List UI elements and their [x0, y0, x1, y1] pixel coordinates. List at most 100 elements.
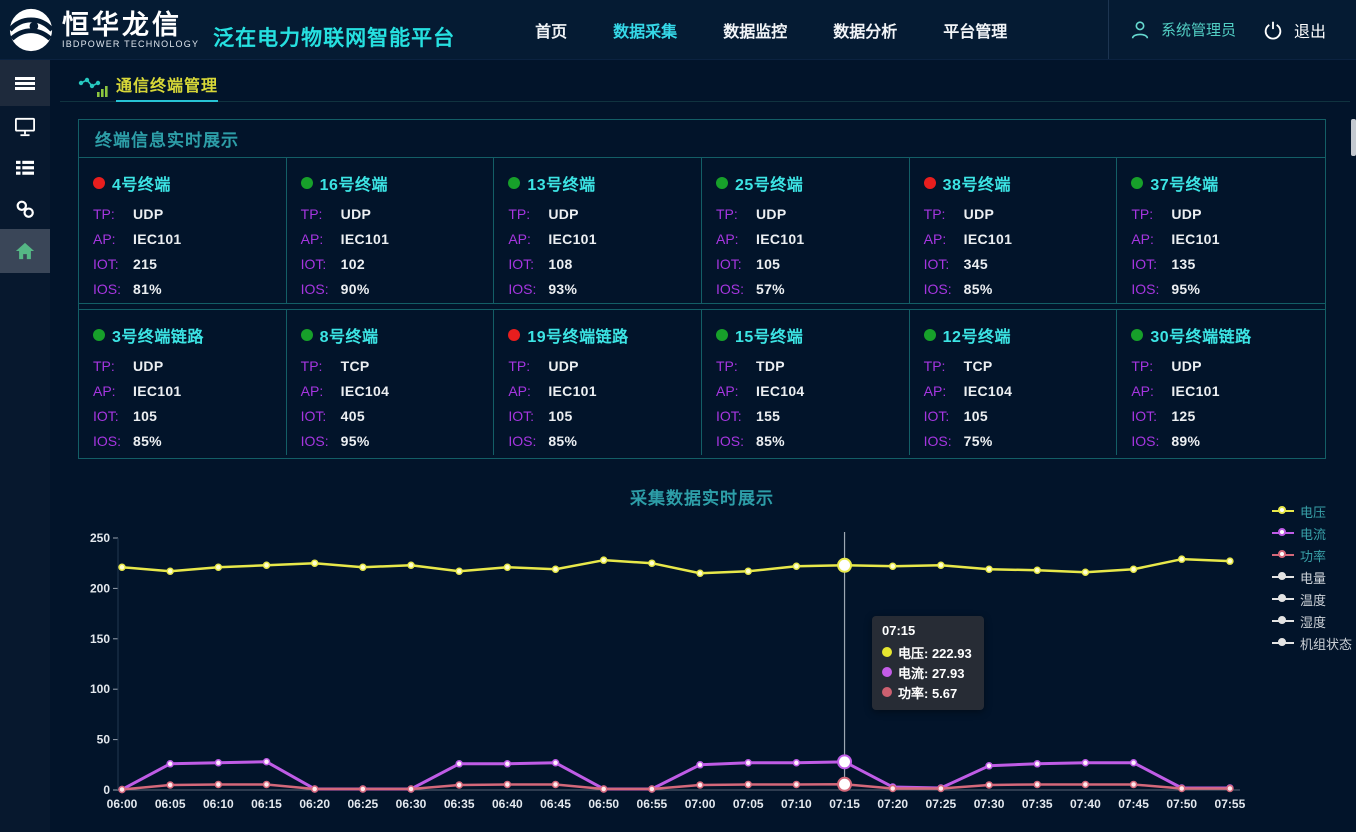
status-dot	[508, 177, 521, 189]
svg-text:07:35: 07:35	[1022, 797, 1053, 811]
field-value: 95%	[1171, 281, 1201, 297]
field-ios: IOS: 89%	[1131, 429, 1325, 454]
legend-item[interactable]: 湿度	[1271, 610, 1352, 632]
field-label: IOT:	[1131, 408, 1157, 424]
scrollbar-thumb[interactable]	[1351, 119, 1356, 156]
company-logo-icon	[8, 8, 54, 51]
tooltip-time: 07:15	[882, 623, 916, 638]
field-label: AP:	[300, 383, 324, 399]
terminal-card-head: 19号终端链路	[508, 323, 701, 347]
terminal-card: 4号终端 TP: UDP AP: IEC101 IOT: 215 IOS: 81%	[79, 158, 287, 303]
legend-item[interactable]: 电流	[1271, 522, 1352, 544]
nav-item-1[interactable]: 数据采集	[613, 23, 678, 41]
logo-en: IBDPOWER TECHNOLOGY	[62, 38, 200, 49]
field-label: IOT:	[716, 256, 742, 272]
field-ap: AP: IEC101	[508, 379, 701, 404]
field-value: 85%	[133, 433, 162, 449]
sidebar-item-list[interactable]	[0, 147, 50, 188]
field-value: 75%	[963, 433, 993, 449]
field-value: 102	[340, 256, 365, 272]
tooltip-row: 功率: 5.67	[882, 682, 972, 702]
status-dot	[93, 177, 105, 189]
field-value: 90%	[340, 281, 370, 297]
svg-text:07:05: 07:05	[733, 797, 764, 811]
legend-item[interactable]: 温度	[1271, 588, 1352, 610]
field-label: AP:	[716, 383, 739, 399]
link-icon	[16, 200, 34, 218]
legend-item[interactable]: 电量	[1271, 566, 1352, 588]
field-label: TP:	[93, 358, 115, 374]
user-name[interactable]: 系统管理员	[1160, 22, 1236, 39]
terminal-card: 13号终端 TP: UDP AP: IEC101 IOT: 108 IOS: 93%	[494, 158, 702, 303]
sidebar-item-menu[interactable]	[0, 60, 50, 106]
terminal-name: 15号终端	[735, 329, 804, 346]
nav-item-0[interactable]: 首页	[535, 23, 568, 41]
terminal-card-head: 38号终端	[923, 171, 1117, 195]
field-label: AP:	[923, 383, 947, 399]
terminal-card: 25号终端 TP: UDP AP: IEC101 IOT: 105 IOS: 57%	[702, 158, 910, 303]
field-label: IOT:	[93, 408, 119, 424]
logout-button[interactable]: 退出	[1293, 23, 1326, 41]
field-iot: IOT: 155	[716, 404, 909, 429]
field-tp: TP: TCP	[924, 354, 1117, 379]
field-label: IOS:	[1131, 433, 1160, 449]
field-label: TP:	[716, 358, 738, 374]
field-label: TP:	[1131, 358, 1154, 374]
field-ios: IOS: 85%	[716, 429, 909, 454]
field-value: IEC101	[756, 231, 805, 247]
field-tp: TP: UDP	[716, 202, 909, 227]
breadcrumb-link[interactable]: 通信终端管理	[116, 72, 219, 102]
field-label: IOT:	[300, 256, 327, 272]
status-dot	[716, 329, 728, 341]
svg-text:06:30: 06:30	[396, 797, 427, 811]
legend-item[interactable]: 电压	[1271, 500, 1352, 522]
field-label: IOS:	[93, 433, 122, 449]
field-ios: IOS: 75%	[924, 429, 1117, 454]
field-label: IOS:	[716, 433, 745, 449]
terminal-name: 4号终端	[112, 177, 171, 194]
field-value: 81%	[133, 281, 162, 297]
field-ap: AP: IEC101	[716, 227, 909, 252]
terminal-card-head: 25号终端	[716, 171, 909, 195]
field-value: 155	[756, 408, 781, 424]
legend-item[interactable]: 功率	[1271, 544, 1352, 566]
legend-marker-icon	[1271, 637, 1294, 649]
field-label: IOS:	[923, 433, 952, 449]
field-label: IOT:	[300, 408, 327, 424]
field-ap: AP: IEC101	[508, 227, 701, 252]
field-label: AP:	[716, 231, 739, 247]
svg-text:06:25: 06:25	[347, 797, 378, 811]
terminal-card: 19号终端链路 TP: UDP AP: IEC101 IOT: 105 IOS: 85%	[494, 310, 702, 455]
nav-item-4[interactable]: 平台管理	[943, 23, 1008, 41]
field-iot: IOT: 108	[508, 252, 701, 277]
field-value: 345	[963, 256, 988, 272]
field-value: 85%	[548, 433, 578, 449]
terminal-name: 25号终端	[735, 177, 804, 194]
svg-text:06:40: 06:40	[492, 797, 523, 811]
header: 恒华龙信 IBDPOWER TECHNOLOGY 泛在电力物联网智能平台 首页 数…	[0, 0, 1356, 60]
field-ap: AP: IEC104	[301, 379, 494, 404]
field-label: TP:	[716, 206, 738, 222]
sidebar-item-monitor[interactable]	[0, 106, 50, 147]
chart-canvas[interactable]: 0 50 100 150 200 250 06:00 06:05 06:10 06:15 06:20…	[80, 518, 1306, 820]
nav-item-3[interactable]: 数据分析	[833, 23, 898, 41]
svg-text:06:05: 06:05	[155, 797, 186, 811]
field-ios: IOS: 95%	[1131, 277, 1325, 302]
sidebar-item-home[interactable]	[0, 229, 50, 273]
terminal-card: 38号终端 TP: UDP AP: IEC101 IOT: 345 IOS: 85%	[910, 158, 1118, 303]
power-icon	[1264, 21, 1282, 40]
tooltip-row-text: 电压: 222.93	[898, 645, 972, 661]
svg-text:07:25: 07:25	[926, 797, 957, 811]
legend-marker-icon	[1271, 549, 1294, 561]
chart-title: 采集数据实时展示	[630, 489, 774, 508]
legend-marker-icon	[1271, 593, 1294, 605]
field-label: IOT:	[1131, 256, 1157, 272]
sidebar-item-link[interactable]	[0, 188, 50, 229]
status-dot	[1131, 329, 1144, 341]
legend-item[interactable]: 机组状态	[1271, 632, 1352, 654]
tooltip-row-text: 功率: 5.67	[898, 685, 958, 701]
field-iot: IOT: 405	[301, 404, 494, 429]
field-label: AP:	[1131, 231, 1154, 247]
nav-item-2[interactable]: 数据监控	[723, 23, 788, 41]
field-ios: IOS: 57%	[716, 277, 909, 302]
